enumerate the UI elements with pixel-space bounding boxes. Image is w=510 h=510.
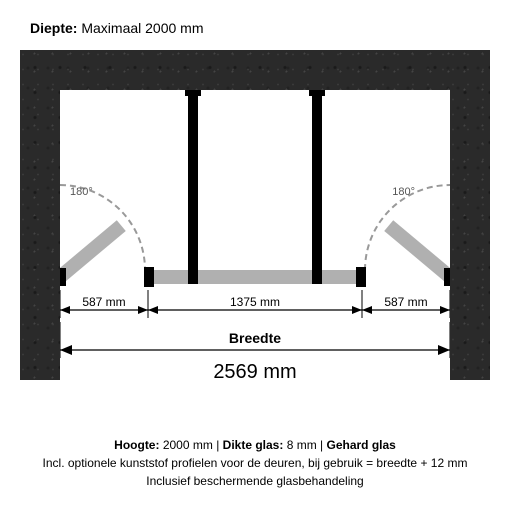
right-hinge [444,268,450,286]
center-panel [148,270,362,284]
breedte-label: Breedte [229,330,281,346]
depth-label: Diepte: Maximaal 2000 mm [30,20,204,36]
dim-row-2: Breedte 2569 mm [60,322,450,383]
center-left-cap [144,267,154,287]
total-width: 2569 mm [213,361,296,383]
left-arc-label: 180° [70,186,93,198]
diagram-svg: 180° 180° [60,90,450,430]
dim-row-1: 587 mm 1375 mm 587 mm [60,290,450,318]
depth-key: Diepte: [30,20,77,36]
diagram-container: Diepte: Maximaal 2000 mm 180° 180° [0,0,510,510]
right-post-top [309,90,325,96]
right-arc-label: 180° [392,186,415,198]
wall-left [20,50,60,380]
right-door [384,220,450,282]
wall-top [20,50,490,90]
depth-value: Maximaal 2000 mm [81,20,203,36]
footer-line-2: Incl. optionele kunststof profielen voor… [0,454,510,472]
left-door [60,220,126,282]
right-post [312,90,322,284]
type-label: Gehard glas [326,438,395,452]
footer-line-3: Inclusief beschermende glasbehandeling [0,472,510,490]
dim-right: 587 mm [384,295,427,309]
dikte-value: 8 mm [287,438,317,452]
dim-left: 587 mm [82,295,125,309]
center-right-cap [356,267,366,287]
dikte-label: Dikte glas: [223,438,284,452]
left-post-top [185,90,201,96]
diagram-area: 180° 180° [60,90,450,380]
wall-right [450,50,490,380]
left-post [188,90,198,284]
left-hinge [60,268,66,286]
hoogte-value: 2000 mm [163,438,213,452]
dim-center: 1375 mm [230,295,280,309]
footer: Hoogte: 2000 mm | Dikte glas: 8 mm | Geh… [0,436,510,490]
hoogte-label: Hoogte: [114,438,159,452]
footer-line-1: Hoogte: 2000 mm | Dikte glas: 8 mm | Geh… [0,436,510,454]
